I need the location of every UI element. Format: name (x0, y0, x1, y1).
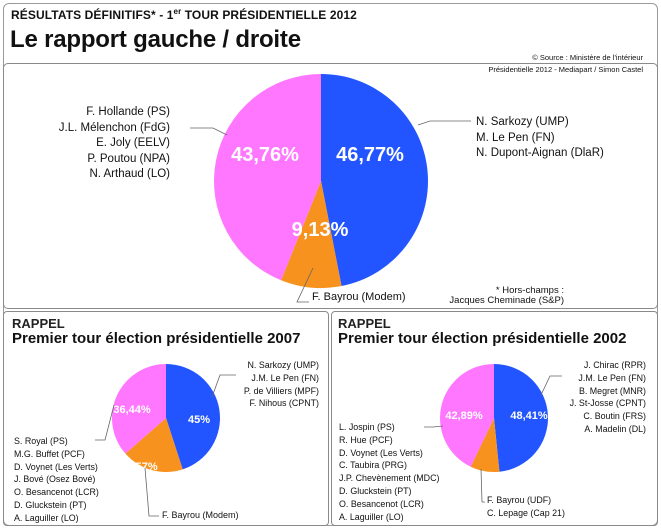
kicker: RÉSULTATS DÉFINITIFS* - 1er TOUR PRÉSIDE… (11, 7, 357, 23)
candidate-gauche: J.P. Chevènement (MDC) (339, 473, 440, 484)
centre-list-2002: F. Bayrou (UDF) C. Lepage (Cap 21) (487, 494, 565, 520)
candidate-gauche: O. Besancenot (LCR) (14, 487, 99, 498)
droite-list-2002: J. Chirac (RPR) J.M. Le Pen (FN) B. Megret… (570, 359, 646, 436)
candidate-gauche: N. Arthaud (LO) (89, 168, 170, 180)
droite-list-2007: N. Sarkozy (UMP) J.M. Le Pen (FN) P. de Vi… (244, 359, 319, 410)
candidate-centre: C. Lepage (Cap 21) (487, 507, 565, 518)
page-title: Le rapport gauche / droite (10, 26, 301, 53)
candidate-gauche: A. Laguiller (LO) (14, 512, 79, 523)
candidate-gauche: M.G. Buffet (PCF) (14, 448, 85, 459)
candidate-gauche: J.L. Mélenchon (FdG) (58, 121, 170, 134)
candidate-gauche: D. Voynet (Les Verts) (14, 461, 98, 472)
candidate-droite: M. Le Pen (FN) (476, 131, 555, 144)
candidate-droite: N. Sarkozy (UMP) (476, 116, 569, 128)
candidate-droite: N. Sarkozy (UMP) (247, 360, 320, 370)
chart-title-2002: Premier tour élection présidentielle 200… (338, 330, 627, 347)
candidate-gauche: D. Voynet (Les Verts) (339, 447, 423, 458)
candidate-droite: B. Megret (MNR) (578, 385, 646, 396)
rappel-2007: RAPPEL (12, 316, 65, 331)
candidate-droite: J.M. Le Pen (FN) (251, 372, 319, 383)
centre-label-2007: F. Bayrou (Modem) (162, 510, 239, 520)
gauche-list-2012: F. Hollande (PS) J.L. Mélenchon (FdG) E. J… (59, 105, 170, 183)
candidate-droite: P. de Villiers (MPF) (243, 385, 319, 396)
candidate-gauche: C. Taubira (PRG) (339, 460, 407, 471)
chart-title-2007: Premier tour élection présidentielle 200… (12, 330, 301, 347)
candidate-droite: C. Boutin (FRS) (583, 411, 646, 422)
candidate-centre: F. Bayrou (Modem) (312, 291, 406, 303)
candidate-droite: F. Nihous (CPNT) (249, 398, 319, 409)
candidate-centre: F. Bayrou (Modem) (162, 510, 239, 520)
candidate-gauche: L. Jospin (PS) (339, 422, 395, 432)
panel-2007 (3, 311, 329, 526)
candidate-droite: J.M. Le Pen (FN) (578, 372, 646, 383)
candidate-gauche: A. Laguiller (LO) (339, 511, 404, 522)
candidate-gauche: R. Hue (PCF) (339, 434, 393, 445)
candidate-gauche: P. Poutou (NPA) (87, 152, 170, 165)
candidate-gauche: D. Gluckstein (PT) (14, 499, 87, 510)
candidate-droite: J. St-Josse (CPNT) (569, 398, 646, 409)
source-credit: © Source : Ministère de l'intérieur Prés… (488, 53, 643, 74)
candidate-droite: N. Dupont-Aignan (DlaR) (476, 147, 604, 159)
candidate-gauche: J. Bové (Osez Bové) (14, 474, 96, 485)
candidate-gauche: F. Hollande (PS) (86, 106, 170, 118)
panel-2002 (331, 311, 658, 526)
candidate-centre: F. Bayrou (UDF) (487, 495, 552, 505)
panel-2012 (3, 63, 658, 309)
gauche-list-2002: L. Jospin (PS) R. Hue (PCF) D. Voynet (Les… (339, 421, 439, 523)
candidate-droite: J. Chirac (RPR) (583, 360, 646, 370)
candidate-gauche: E. Joly (EELV) (96, 137, 170, 149)
gauche-list-2007: S. Royal (PS) M.G. Buffet (PCF) D. Voynet … (14, 435, 99, 525)
candidate-droite: A. Madelin (DL) (584, 423, 646, 434)
rappel-2002: RAPPEL (338, 316, 391, 331)
candidate-gauche: S. Royal (PS) (14, 436, 68, 446)
centre-label-2012: F. Bayrou (Modem) (312, 291, 406, 303)
footnote: * Hors-champs : Jacques Cheminade (S&P) (449, 285, 564, 306)
candidate-gauche: D. Gluckstein (PT) (339, 485, 412, 496)
droite-list-2012: N. Sarkozy (UMP) M. Le Pen (FN) N. Dupont-… (476, 115, 604, 162)
candidate-gauche: O. Besancenot (LCR) (339, 498, 424, 509)
